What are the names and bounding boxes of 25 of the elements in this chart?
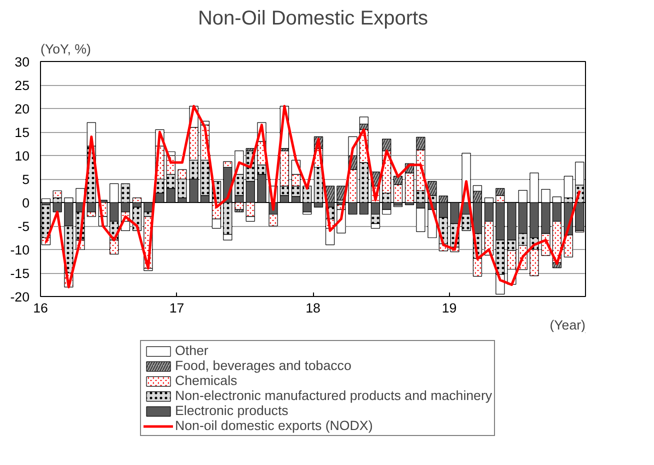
x-tick-label: 17	[169, 300, 184, 316]
y-tick-label: -20	[10, 290, 30, 304]
y-tick-label: 15	[14, 125, 30, 140]
x-tick-label: 16	[33, 300, 48, 316]
line-series	[44, 104, 581, 288]
y-axis-title: (YoY, %)	[40, 42, 91, 56]
y-tick-label: -10	[10, 242, 30, 258]
legend-label: Non-electronic manufactured products and machinery	[175, 388, 492, 403]
y-tick-label: 0	[22, 196, 30, 210]
legend-label: Electronic products	[175, 403, 288, 418]
y-tick-label: 20	[14, 102, 30, 116]
x-tick-label: 19	[442, 300, 457, 316]
y-tick-label: -15	[10, 266, 30, 281]
x-axis-title: (Year)	[550, 318, 586, 332]
chart-title: Non-Oil Domestic Exports	[198, 8, 428, 30]
legend-label: Non-oil domestic exports (NODX)	[175, 418, 373, 433]
y-tick-label: 10	[14, 148, 30, 164]
y-tick-label: 5	[22, 172, 30, 187]
legend-label: Chemicals	[175, 373, 238, 388]
legend-label: Other	[175, 343, 208, 358]
y-tick-label: 25	[14, 78, 30, 93]
y-tick-label: -5	[18, 219, 30, 234]
legend-label: Food, beverages and tobacco	[175, 358, 352, 373]
x-tick-label: 18	[306, 300, 320, 316]
y-tick-label: 30	[14, 54, 30, 70]
